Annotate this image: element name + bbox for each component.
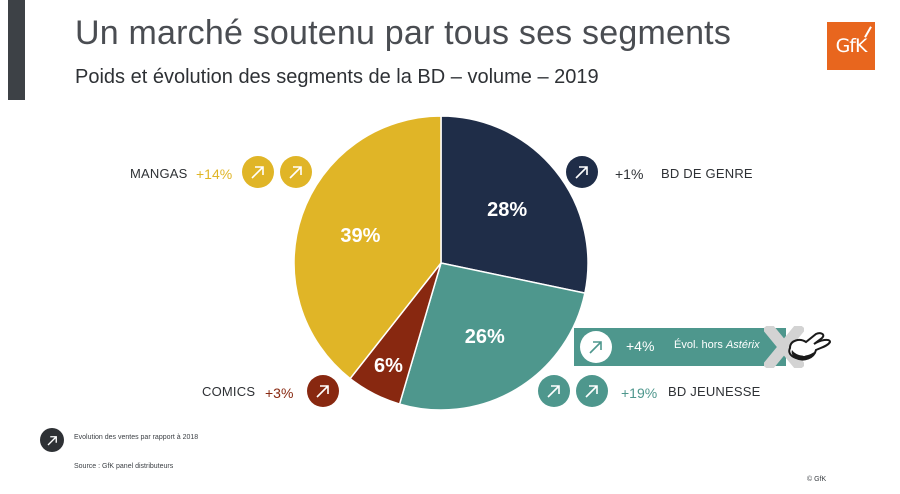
winged-helmet-icon <box>788 332 832 361</box>
pie-label-comics: 6% <box>374 355 403 377</box>
pie-slice-bd-de-genre <box>440 115 589 294</box>
asterix-note-text: Évol. hors Astérix <box>674 339 760 351</box>
arrow-up-right-icon <box>576 375 608 407</box>
pie-label-bd-de-genre: 28% <box>487 199 527 221</box>
arrow-up-right-icon <box>566 156 598 188</box>
page-title: Un marché soutenu par tous ses segments <box>75 14 732 52</box>
cross-icon <box>764 326 804 368</box>
copyright: © GfK <box>807 476 827 483</box>
label-comics: COMICS <box>202 384 256 399</box>
pie-label-bd-jeunesse: 26% <box>465 326 505 348</box>
asterix-note-band: +4% Évol. hors Astérix <box>574 328 786 366</box>
source-note: Source : GfK panel distributeurs <box>74 463 174 470</box>
growth-excluding-asterix: +4% <box>626 338 655 354</box>
label-mangas: MANGAS <box>130 166 188 181</box>
gfk-logo: GfK <box>827 22 875 70</box>
growth-bd-de-genre: +1% <box>615 166 644 182</box>
arrow-up-right-icon <box>538 375 570 407</box>
page-subtitle: Poids et évolution des segments de la BD… <box>75 66 599 88</box>
legend-text: Evolution des ventes par rapport à 2018 <box>74 434 199 441</box>
arrow-up-right-icon <box>307 375 339 407</box>
growth-mangas: +14% <box>196 166 233 182</box>
arrow-up-right-icon <box>242 156 274 188</box>
pie-slice-bd-jeunesse <box>398 262 586 411</box>
legend-arrow-up-right-icon <box>40 428 64 452</box>
pie-label-mangas: 39% <box>340 225 380 247</box>
pie-slice-mangas <box>293 115 442 380</box>
label-bd-de-genre: BD DE GENRE <box>661 166 753 181</box>
label-bd-jeunesse: BD JEUNESSE <box>668 384 761 399</box>
growth-comics: +3% <box>265 385 294 401</box>
arrow-up-right-icon <box>580 331 612 363</box>
arrow-up-right-icon <box>280 156 312 188</box>
growth-bd-jeunesse: +19% <box>621 385 658 401</box>
side-accent-bar <box>8 0 25 100</box>
gfk-logo-text: GfK <box>835 35 868 57</box>
